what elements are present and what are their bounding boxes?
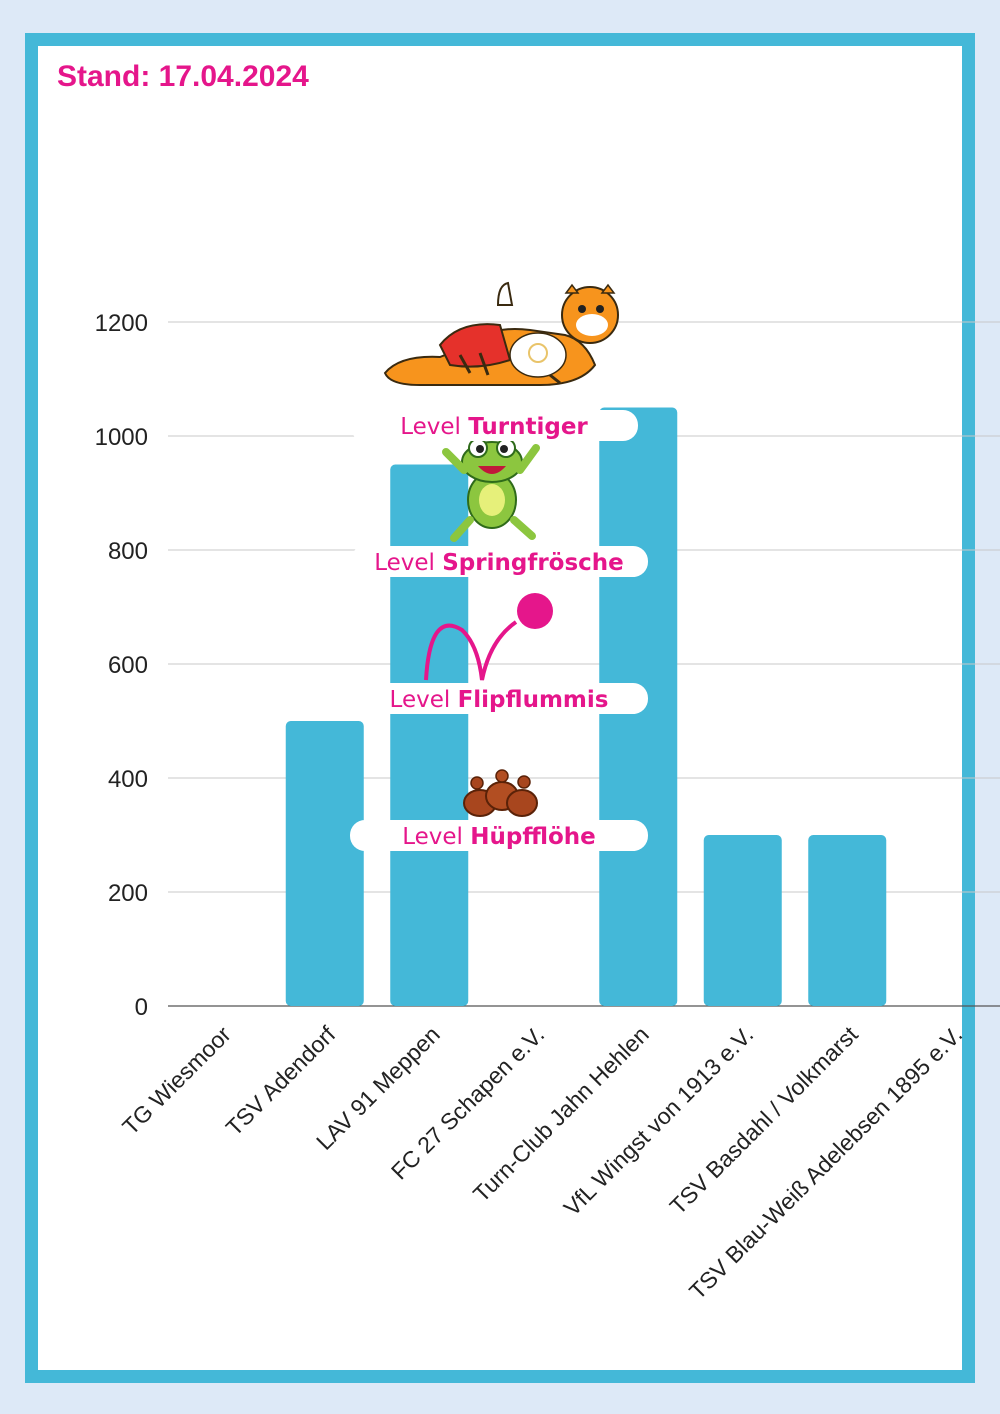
y-tick-label: 1000 <box>95 424 148 451</box>
date-stamp: Stand: 17.04.2024 <box>57 60 309 93</box>
bar <box>285 721 364 1006</box>
level-decorations <box>383 281 619 817</box>
x-tick-label: TSV Basdahl / Volkmarst <box>665 1021 864 1220</box>
level-label: Level Flipflummis <box>390 687 609 713</box>
level-pill: Level Springfrösche <box>350 546 648 577</box>
bar <box>808 835 887 1006</box>
level-pill-background <box>350 683 648 714</box>
level-pill: Level Flipflummis <box>350 683 648 714</box>
level-label: Level Springfrösche <box>374 550 624 576</box>
level-label: Level Hüpfflöhe <box>402 824 596 850</box>
level-pill-background <box>350 820 648 851</box>
x-tick-label: TSV Adendorf <box>221 1021 341 1141</box>
y-tick-label: 600 <box>108 652 148 679</box>
level-pill-background <box>350 546 648 577</box>
y-tick-label: 800 <box>108 538 148 565</box>
level-pill: Level Turntiger <box>350 410 638 441</box>
bouncing-ball-icon <box>424 593 553 681</box>
tiger-icon <box>383 281 619 395</box>
y-axis-ticks: 0 200 400 600 800 1000 1200 <box>95 310 148 1021</box>
y-tick-label: 1200 <box>95 310 148 337</box>
x-tick-label: VfL Wingst von 1913 e.V. <box>558 1021 758 1221</box>
fleas-icon <box>463 769 538 817</box>
bar <box>703 835 782 1006</box>
level-pill-background <box>350 410 638 441</box>
x-tick-label: TG Wiesmoor <box>117 1021 236 1140</box>
level-pill: Level Hüpfflöhe <box>350 820 648 851</box>
level-label: Level Turntiger <box>400 414 588 440</box>
level-labels: Level Hüpfflöhe Level Flipflummis Level Sp… <box>350 410 648 851</box>
bar <box>390 464 469 1006</box>
y-tick-label: 0 <box>135 994 148 1021</box>
y-tick-label: 200 <box>108 880 148 907</box>
frog-icon <box>442 438 540 542</box>
x-tick-label: Turn-Club Jahn Hehlen <box>468 1021 654 1207</box>
y-tick-label: 400 <box>108 766 148 793</box>
